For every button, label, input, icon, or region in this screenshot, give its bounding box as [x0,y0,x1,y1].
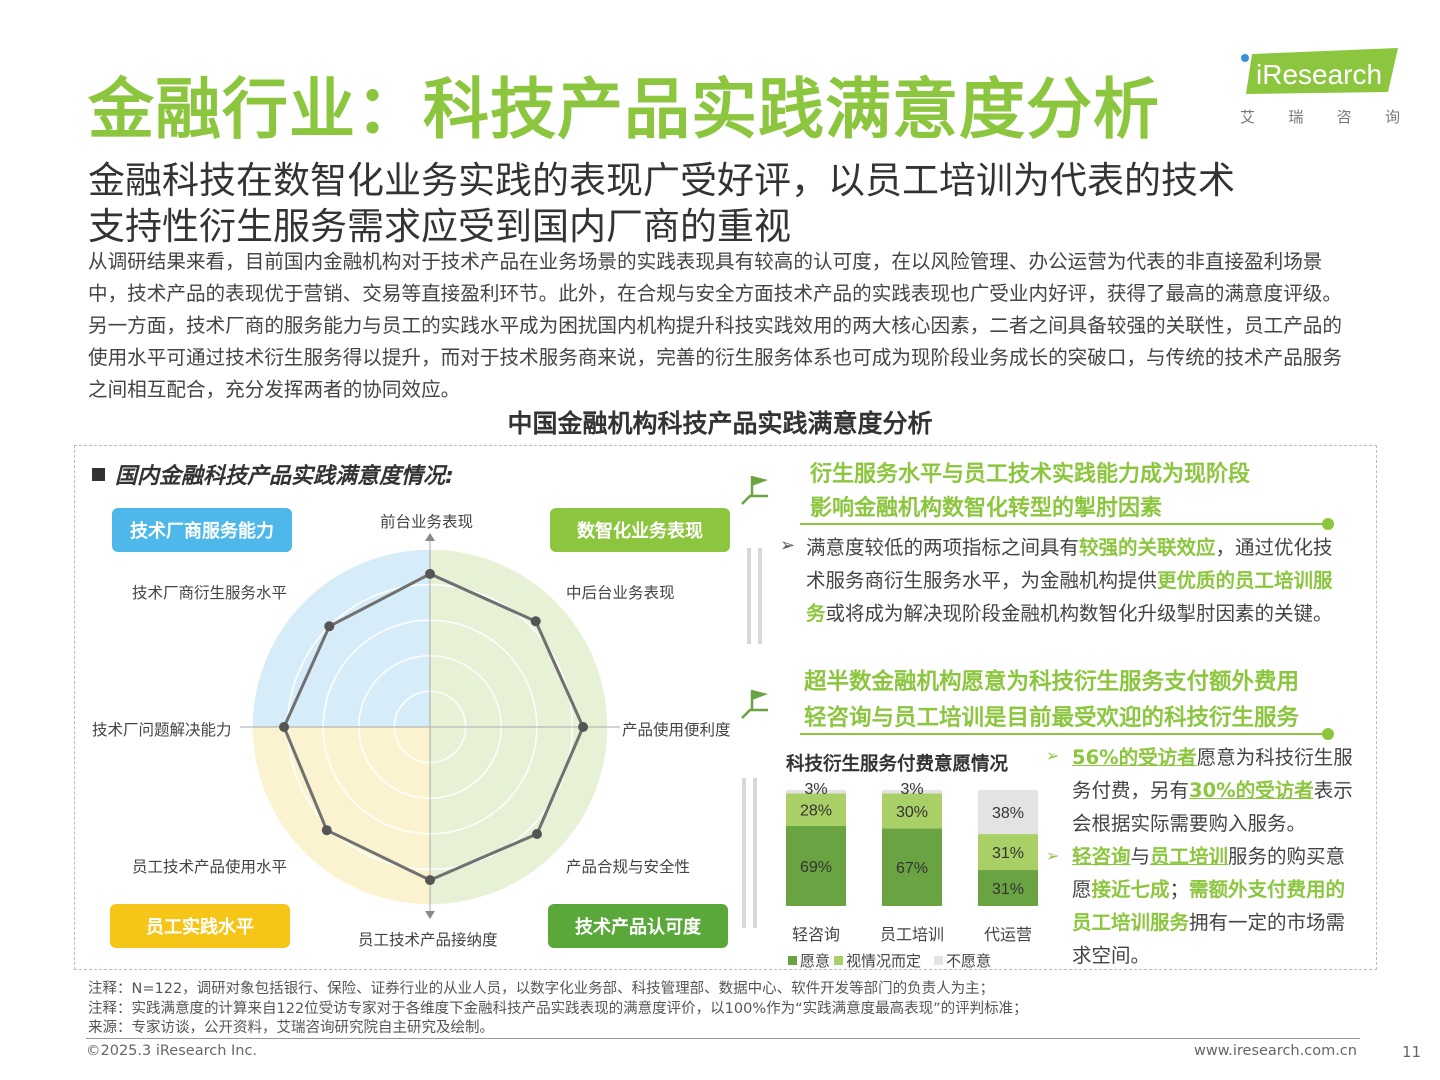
insight-paragraph-3: 轻咨询与员工培训服务的购买意愿接近七成；需额外支付费用的员工培训服务拥有一定的市… [1072,845,1346,967]
radar-point [321,825,332,836]
legend-label: 视情况而定 [846,952,921,970]
side-bar-decor [753,778,757,928]
divider-dot [1322,518,1334,530]
radar-axis-label: 前台业务表现 [380,513,474,531]
radar-point [324,621,335,632]
footer-url: www.iresearch.com.cn [1194,1043,1357,1059]
bar-chart-title: 科技衍生服务付费意愿情况 [786,754,1009,775]
radar-axis-label: 技术厂问题解决能力 [92,721,232,739]
logo-text: iResearch [1256,59,1382,90]
side-bar-decor [747,548,751,644]
footer-copyright: ©2025.3 iResearch Inc. [86,1043,258,1059]
bar-segment [882,790,942,794]
logo-tagline: 艾 瑞 咨 询 [1240,108,1400,126]
legend-label: 愿意 [800,952,830,970]
bar-category-label: 代运营 [984,925,1032,944]
bar-segment [978,870,1038,906]
note-1: 注释：N=122，调研对象包括银行、保险、证券行业的从业人员，以数字化业务部、科… [88,981,995,997]
side-bar-decor [742,778,746,928]
divider [800,523,1326,525]
bar-segment [882,828,942,906]
insight-heading-1a: 衍生服务水平与员工技术实践能力成为现阶段 [810,462,1251,487]
legend-swatch [788,956,797,965]
quadrant-bg-bottom-left [252,727,430,905]
legend-swatch [934,956,943,965]
legend-swatch [834,956,843,965]
radar-axis-label: 员工技术产品使用水平 [132,858,288,876]
bar-segment [786,825,846,906]
divider-dot [1322,728,1334,740]
radar-chart [240,533,620,919]
subtitle-line-2: 支持性衍生服务需求应受到国内厂商的重视 [88,205,791,248]
divider [800,733,1326,735]
bar-value-label: 38% [992,805,1024,822]
radar-axis-label: 技术厂商衍生服务水平 [132,584,288,602]
bar-value-label: 30% [896,804,928,821]
bar-category-label: 员工培训 [880,925,944,944]
page-number: 11 [1402,1043,1422,1061]
radar-axis-label: 员工技术产品接纳度 [358,931,498,949]
quadrant-label-staff-practice: 员工实践水平 [110,904,290,948]
insight-heading-2a: 超半数金融机构愿意为科技衍生服务支付额外费用 [804,669,1300,695]
radar-point [578,722,589,732]
bar-segment [882,793,942,829]
quadrant-bg-top-right [430,549,608,727]
flag-icon [741,476,768,505]
radar-axis-label: 中后台业务表现 [566,584,675,602]
subtitle-line-1: 金融科技在数智化业务实践的表现广受好评，以员工培训为代表的技术 [88,159,1235,202]
insight-heading-2b: 轻咨询与员工培训是目前最受欢迎的科技衍生服务 [804,705,1300,731]
chart-title: 中国金融机构科技产品实践满意度分析 [507,409,933,438]
radar-point [425,875,435,886]
axis-arrow-up-icon [425,533,435,541]
insight-heading-1b: 影响金融机构数智化转型的掣肘因素 [810,496,1163,521]
bar-value-label: 67% [896,860,928,877]
bar-value-label: 69% [800,859,832,876]
radar-axis-label: 产品合规与安全性 [566,858,691,876]
bar-segment [786,793,846,826]
radar-point [279,722,290,732]
quadrant-bg-bottom-right [430,727,608,905]
bar-value-label: 31% [992,845,1024,862]
source-note: 来源：专家访谈，公开资料，艾瑞咨询研究院自主研究及绘制。 [88,1020,494,1036]
footer-divider [86,1038,1360,1039]
bar-segment [786,790,846,794]
bar-segment [978,834,1038,871]
section-heading: 国内金融科技产品实践满意度情况: [92,458,454,490]
quadrant-bg-top-left [252,549,430,727]
flag-icon [741,690,768,719]
insight-paragraph-2: 56%的受访者愿意为科技衍生服务付费，另有30%的受访者表示会根据实际需要购入服… [1072,746,1353,835]
quadrant-label-vendor-service: 技术厂商服务能力 [112,508,292,552]
note-2: 注释：实践满意度的计算来自122位受访专家对于各维度下金融科技产品实践表现的满意… [88,1001,1028,1017]
legend-label: 不愿意 [946,952,991,970]
insight-paragraph-1: 满意度较低的两项指标之间具有较强的关联效应，通过优化技术服务商衍生服务水平，为金… [806,536,1333,625]
bar-category-label: 轻咨询 [792,925,840,944]
radar-axis-label: 产品使用便利度 [622,721,731,739]
body-paragraph: 从调研结果来看，目前国内金融机构对于技术产品在业务场景的实践表现具有较高的认可度… [88,250,1342,401]
bar-value-label: 3% [900,782,923,798]
quadrant-label-digital-business: 数智化业务表现 [550,508,730,552]
bullet-arrow-icon: ➢ [1046,746,1060,765]
axis-arrow-down-icon [425,911,435,919]
bullet-arrow-icon: ➢ [1046,846,1060,865]
radar-point [425,568,435,579]
radar-point [530,616,541,627]
bar-value-label: 28% [800,803,832,820]
page-title: 金融行业：科技产品实践满意度分析 [88,71,1160,148]
bar-segment [978,790,1038,835]
iresearch-logo: iResearch [1238,48,1398,96]
quadrant-label-product-recognition: 技术产品认可度 [548,904,728,948]
bar-value-label: 31% [992,881,1024,898]
side-bar-decor [758,548,762,644]
square-bullet-icon [92,468,105,481]
bullet-arrow-icon: ➢ [780,535,796,556]
bar-value-label: 3% [804,782,827,798]
chart-frame [74,445,1377,970]
radar-point [531,828,542,839]
